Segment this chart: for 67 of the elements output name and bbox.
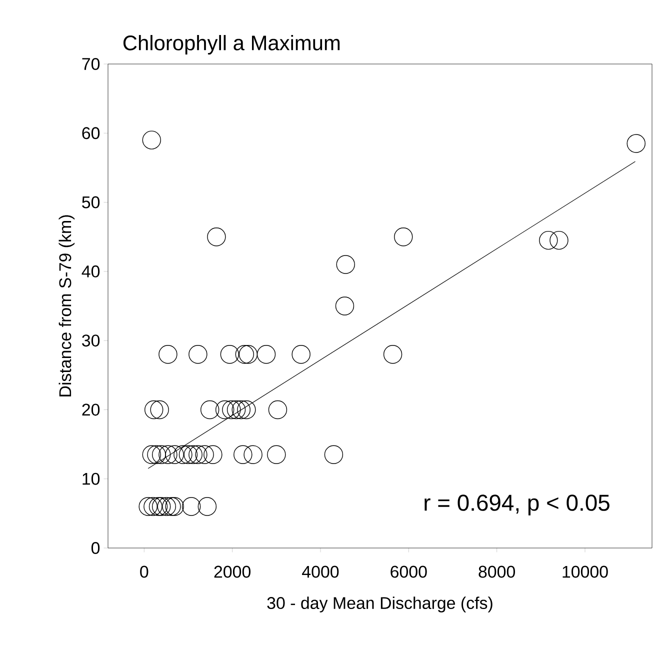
point <box>198 497 217 516</box>
point <box>158 445 178 464</box>
y-tick-label: 20 <box>82 404 100 416</box>
point <box>232 400 250 420</box>
point <box>178 445 198 464</box>
y-tick-label: 30 <box>82 334 100 347</box>
chart-title: Chlorophyll a Maximum <box>123 35 340 55</box>
point <box>147 445 166 464</box>
point <box>256 345 276 364</box>
point <box>234 445 252 464</box>
x-tick-label: 4000 <box>302 566 339 578</box>
point <box>550 230 568 250</box>
x-tick-label: 0 <box>140 566 148 578</box>
y-tick-label: 10 <box>82 472 100 485</box>
point <box>292 345 310 364</box>
point <box>142 445 161 464</box>
point <box>267 445 286 464</box>
point <box>195 445 214 464</box>
point <box>182 497 201 516</box>
point <box>174 445 192 464</box>
y-tick-label: 40 <box>82 265 100 278</box>
point <box>165 445 184 464</box>
point <box>237 400 256 420</box>
point <box>144 400 164 420</box>
point <box>336 255 355 274</box>
point <box>324 445 344 464</box>
point <box>204 445 222 464</box>
point <box>184 445 202 464</box>
point <box>152 445 171 464</box>
point <box>144 497 162 516</box>
x-tick-label: 6000 <box>390 566 427 578</box>
point <box>165 497 184 516</box>
y-axis-title: Distance from S-79 (km) <box>58 215 75 396</box>
point <box>207 228 226 246</box>
x-axis-title: 30 - day Mean Discharge (cfs) <box>267 596 492 612</box>
point <box>220 345 240 364</box>
point <box>394 228 413 246</box>
y-tick-label: 70 <box>82 58 100 70</box>
x-tick-label: 8000 <box>478 566 516 578</box>
y-tick-label: 50 <box>82 196 100 208</box>
point <box>383 345 402 364</box>
annotation: r = 0.694, p < 0.05 <box>424 494 610 516</box>
point <box>244 445 262 464</box>
point <box>138 497 158 516</box>
y-tick-label: 0 <box>91 542 100 554</box>
point <box>150 400 169 420</box>
point <box>162 497 181 516</box>
point <box>157 497 176 516</box>
x-tick-label: 2000 <box>214 566 250 578</box>
point <box>626 134 646 153</box>
point <box>200 400 220 420</box>
y-tick-label: 60 <box>82 127 100 140</box>
point <box>152 497 171 516</box>
x-tick-label: 10000 <box>562 566 608 578</box>
point <box>238 345 258 364</box>
point <box>158 345 178 364</box>
point <box>226 400 246 420</box>
point <box>235 345 254 364</box>
point <box>539 230 558 250</box>
point <box>335 296 354 316</box>
point <box>142 130 161 150</box>
point <box>188 445 208 464</box>
point <box>188 345 208 364</box>
point <box>222 400 241 420</box>
point <box>268 400 288 420</box>
point <box>148 497 168 516</box>
point <box>215 400 234 420</box>
